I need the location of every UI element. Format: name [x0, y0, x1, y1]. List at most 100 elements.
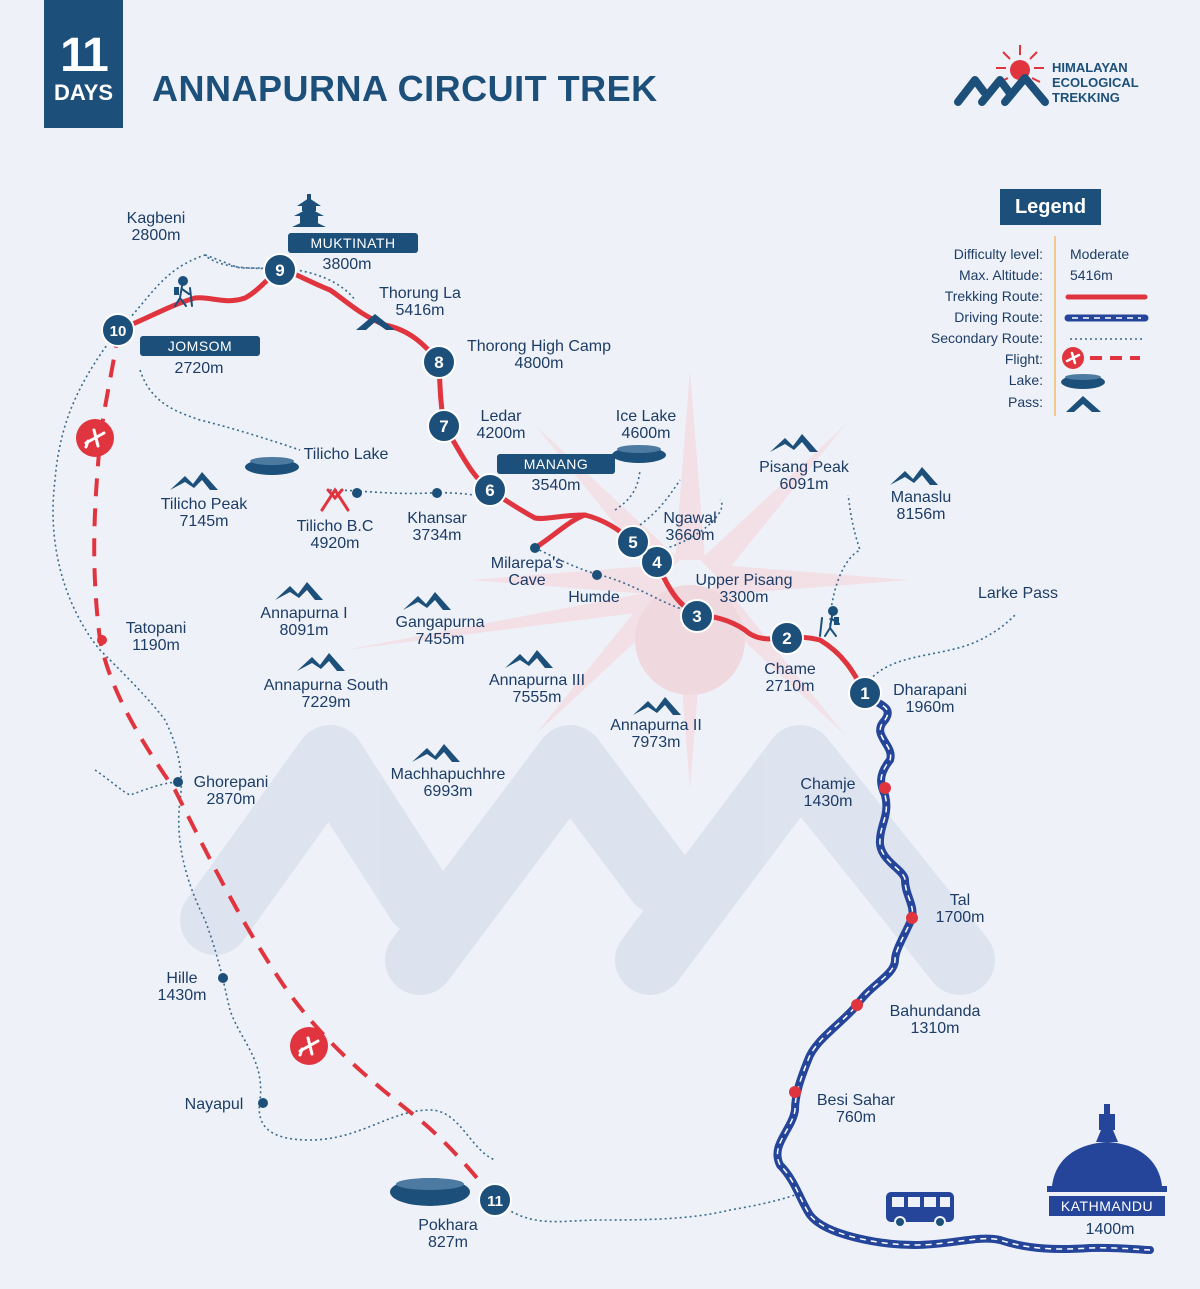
legend-label-driving-route: Driving Route:: [954, 309, 1043, 325]
day-marker-number: 11: [487, 1193, 503, 1210]
marker-tal: [906, 912, 918, 924]
stop-label-chame: Chame 2710m: [764, 661, 816, 695]
marker-bahundanda: [851, 999, 863, 1011]
brand-logo-icon: [954, 45, 1049, 106]
marker-besi-sahar: [789, 1086, 801, 1098]
place-label-thorung-la: Thorung La 5416m: [379, 285, 461, 319]
day-marker-circle: [770, 621, 804, 655]
place-label-chamje: Chamje 1430m: [800, 776, 856, 810]
peak-label-annapurna-south: Annapurna South 7229m: [263, 677, 389, 711]
day-marker-number: 4: [652, 553, 662, 572]
day-marker-circle: [640, 545, 674, 579]
stop-alt-muktinath: 3800m: [322, 256, 372, 273]
stop-label-upper-pisang: Upper Pisang 3300m: [695, 572, 793, 606]
dot-ghorepani: [173, 777, 183, 787]
lake-icon: [612, 445, 666, 463]
dot-tilicho-bc: [352, 488, 362, 498]
place-dots: [173, 488, 602, 1108]
peak-icons: [170, 314, 938, 762]
place-label-besi-sahar: Besi Sahar 760m: [816, 1092, 896, 1126]
mountain-icon: [170, 472, 218, 490]
page-title: ANNAPURNA CIRCUIT TREK: [152, 68, 658, 109]
marker-tatopani: [97, 635, 107, 645]
legend-label-pass: Pass:: [1007, 394, 1043, 410]
hiker-icon: [819, 606, 840, 637]
day-marker-number: 1: [860, 684, 869, 703]
stupa-icon: [1047, 1104, 1167, 1192]
peak-label-manaslu: Manaslu 8156m: [890, 489, 952, 523]
hiker-icon: [174, 276, 193, 307]
place-label-kagbeni: Kagbeni 2800m: [126, 210, 186, 244]
legend-title: Legend: [1000, 189, 1101, 225]
place-label-tilicho-bc: Tilicho B.C 4920m: [296, 518, 374, 552]
mountain-icon: [770, 434, 818, 452]
day-marker-11: 11: [478, 1183, 512, 1217]
day-marker-circle: [473, 473, 507, 507]
stop-tag-jomsom: JOMSOM: [140, 336, 260, 356]
day-marker-8: 8: [422, 345, 456, 379]
pass-icon: [356, 314, 395, 330]
dot-milarepa: [530, 543, 540, 553]
stop-label-ledar: Ledar 4200m: [476, 408, 526, 442]
stop-alt-jomsom: 2720m: [174, 360, 224, 377]
airplane-icon: [76, 419, 114, 457]
place-label-tal: Tal 1700m: [935, 892, 985, 926]
day-marker-number: 6: [485, 481, 494, 500]
legend-label-difficulty: Difficulty level:: [953, 246, 1043, 262]
place-label-nayapul: Nayapul: [184, 1096, 244, 1113]
tent-icon: [320, 487, 350, 512]
peak-label-annapurna-iii: Annapurna III 7555m: [488, 672, 586, 706]
place-label-tilicho-lake: Tilicho Lake: [303, 446, 389, 463]
day-marker-circle: [680, 599, 714, 633]
day-marker-9: 9: [263, 253, 297, 287]
legend-label-trekking-route: Trekking Route:: [944, 288, 1043, 304]
place-label-hille: Hille 1430m: [157, 970, 207, 1004]
day-marker-7: 7: [427, 409, 461, 443]
mountain-icon: [275, 582, 323, 600]
marker-chamje: [879, 782, 891, 794]
place-label-ice-lake: Ice Lake 4600m: [615, 408, 677, 442]
day-marker-1: 1: [848, 676, 882, 710]
day-marker-number: 7: [439, 417, 448, 436]
days-number: 11: [60, 29, 109, 82]
day-marker-2: 2: [770, 621, 804, 655]
lake-icon: [390, 1178, 470, 1206]
place-label-tatopani: Tatopani 1190m: [125, 620, 187, 654]
day-marker-10: 10: [101, 313, 135, 347]
mountain-icon: [633, 697, 681, 715]
place-label-humde: Humde: [568, 589, 620, 606]
day-marker-circle: [422, 345, 456, 379]
dot-humde: [592, 570, 602, 580]
day-marker-circle: [848, 676, 882, 710]
day-marker-circle: [478, 1183, 512, 1217]
day-marker-number: 8: [434, 353, 443, 372]
airplane-icon: [290, 1027, 328, 1065]
place-label-ghorepani: Ghorepani 2870m: [193, 774, 269, 808]
peak-label-annapurna-ii: Annapurna II 7973m: [610, 717, 702, 751]
peak-label-gangapurna: Gangapurna 7455m: [395, 614, 485, 648]
secondary-routes: [52, 254, 1016, 1223]
place-label-bahundanda: Bahundanda 1310m: [889, 1003, 981, 1037]
peak-label-pisang-peak: Pisang Peak 6091m: [759, 459, 849, 493]
stop-label-dharapani: Dharapani 1960m: [893, 682, 967, 716]
day-markers: 1 2 3 45 6 7 8 9 10 11: [101, 253, 882, 1217]
legend-divider: [1054, 236, 1056, 416]
legend-label-secondary-route: Secondary Route:: [930, 330, 1043, 346]
legend-value-difficulty: Moderate: [1070, 246, 1130, 262]
peak-label-tilicho-peak: Tilicho Peak 7145m: [160, 496, 248, 530]
stop-alt-manang: 3540m: [531, 477, 581, 494]
place-tag-kathmandu: KATHMANDU: [1049, 1196, 1165, 1216]
legend-label-lake: Lake:: [1008, 372, 1043, 388]
day-marker-3: 3: [680, 599, 714, 633]
place-label-khansar: Khansar 3734m: [407, 510, 467, 544]
stop-label-thorong-high-camp: Thorong High Camp 4800m: [466, 338, 612, 372]
day-marker-number: 9: [275, 261, 284, 280]
day-marker-number: 10: [110, 323, 127, 340]
mountain-icon: [297, 653, 345, 671]
dot-khansar: [432, 488, 442, 498]
lake-icon: [245, 457, 299, 475]
day-marker-circle: [263, 253, 297, 287]
dot-hille: [218, 973, 228, 983]
